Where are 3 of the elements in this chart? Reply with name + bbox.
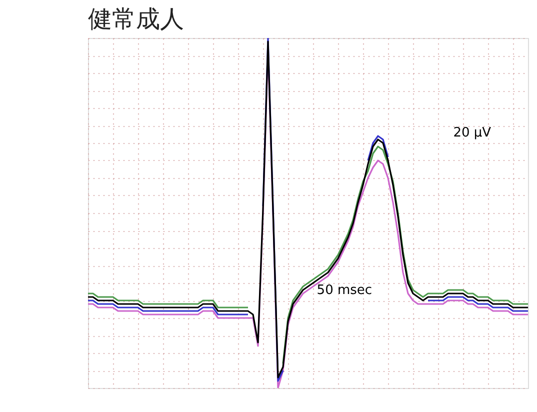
chart-title: 健常成人 (88, 5, 184, 33)
annotation: 50 msec (316, 283, 372, 298)
annotation: 20 μV (453, 126, 492, 140)
